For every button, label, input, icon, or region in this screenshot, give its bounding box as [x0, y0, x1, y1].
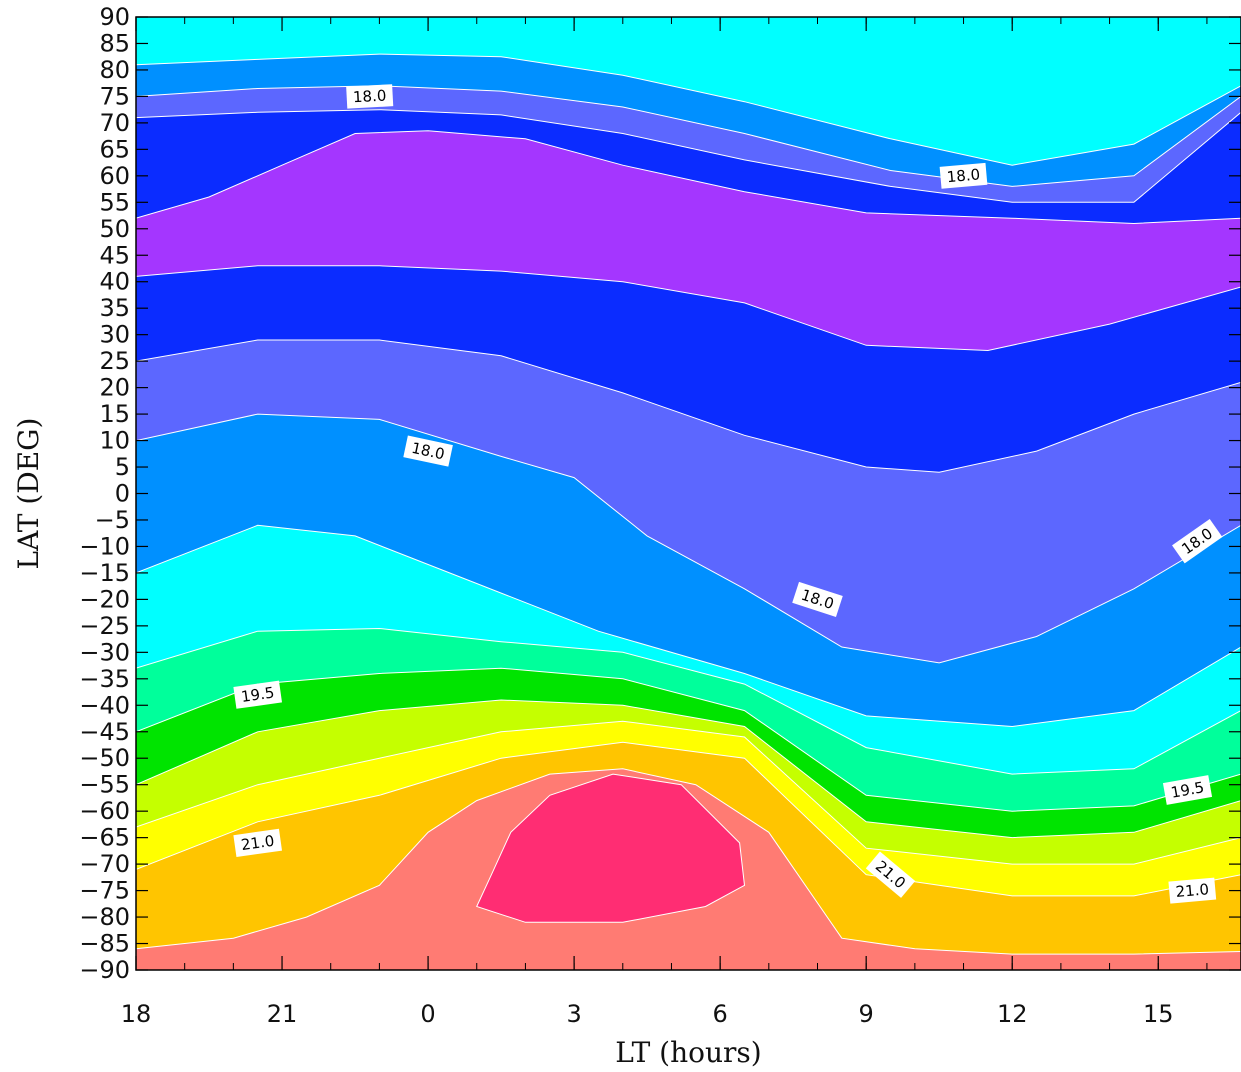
y-tick-label: 65 — [99, 135, 130, 163]
y-tick-label: −50 — [79, 744, 130, 772]
x-tick-label: 3 — [566, 1000, 581, 1028]
y-axis-title: LAT (DEG) — [12, 418, 45, 570]
y-tick-label: −60 — [79, 797, 130, 825]
y-tick-label: 85 — [99, 29, 130, 57]
y-tick-label: 55 — [99, 188, 130, 216]
contour-labels: 18.018.018.018.018.019.519.521.021.0 21.0 — [233, 84, 1223, 904]
y-tick-label: −70 — [79, 850, 130, 878]
y-tick-label: −5 — [95, 506, 130, 534]
contour-label-bg — [346, 84, 394, 109]
contour-line — [136, 53, 1241, 166]
contour-label-text: 18.0 — [946, 165, 981, 186]
y-tick-label: −65 — [79, 824, 130, 852]
y-tick-label: 70 — [99, 109, 130, 137]
contour-line — [136, 85, 1241, 187]
contour-line — [136, 524, 1241, 728]
x-tick-label: 18 — [121, 1000, 152, 1028]
y-tick-label: −75 — [79, 877, 130, 905]
contour-label: 18.0 — [403, 435, 453, 467]
axes: 908580757065605550454035302520151050−5−1… — [79, 3, 1241, 1028]
y-tick-label: −10 — [79, 532, 130, 560]
x-tick-label: 21 — [267, 1000, 298, 1028]
y-tick-label: 80 — [99, 56, 130, 84]
x-tick-label: 12 — [997, 1000, 1028, 1028]
y-tick-label: −15 — [79, 559, 130, 587]
y-tick-label: 60 — [99, 162, 130, 190]
y-tick-label: −30 — [79, 638, 130, 666]
contour-line — [136, 699, 1241, 839]
contour-band-closed — [476, 773, 746, 923]
contour-line — [136, 413, 1241, 664]
contour-label-bg — [1162, 775, 1213, 805]
contour-label-text: 21.0 — [240, 832, 276, 854]
contour-label: 19.5 — [1162, 775, 1213, 805]
contour-label-text: 19.5 — [240, 683, 276, 705]
contour-label: 21.0 — [1168, 877, 1217, 904]
y-tick-label: 40 — [99, 268, 130, 296]
contour-label-bg — [1172, 518, 1223, 564]
contour-line — [136, 339, 1241, 473]
y-tick-label: −45 — [79, 718, 130, 746]
y-tick-label: −35 — [79, 665, 130, 693]
y-tick-label: −25 — [79, 612, 130, 640]
x-axis-title: LT (hours) — [615, 1036, 761, 1069]
contour-line — [136, 741, 1241, 897]
contour-label-text: 19.5 — [1169, 778, 1205, 802]
contour-line — [136, 109, 1241, 203]
y-tick-label: 25 — [99, 347, 130, 375]
contour-line — [136, 768, 1241, 955]
y-tick-label: −55 — [79, 771, 130, 799]
x-tick-label: 15 — [1143, 1000, 1174, 1028]
y-tick-label: 20 — [99, 374, 130, 402]
y-tick-label: 75 — [99, 82, 130, 110]
contour-label-bg — [403, 435, 453, 467]
contour-label: 21.0 — [865, 851, 916, 898]
contour-label: 19.5 — [233, 680, 283, 709]
y-tick-label: 90 — [99, 3, 130, 31]
contour-line — [136, 130, 1241, 225]
y-tick-label: −20 — [79, 585, 130, 613]
contour-lines — [136, 53, 1241, 955]
y-tick-label: 5 — [115, 453, 130, 481]
y-tick-label: 45 — [99, 241, 130, 269]
contour-line — [136, 667, 1241, 812]
contour-label-bg — [233, 828, 283, 857]
y-tick-label: 35 — [99, 294, 130, 322]
y-tick-label: 10 — [99, 427, 130, 455]
y-tick-label: −90 — [79, 956, 130, 984]
contour-bands — [136, 17, 1241, 970]
y-tick-label: 30 — [99, 321, 130, 349]
contour-label-bg — [865, 851, 916, 898]
contour-line — [136, 265, 1241, 352]
y-tick-label: −85 — [79, 930, 130, 958]
contour-label: 18.0 — [346, 84, 394, 109]
contour-label-bg — [1168, 877, 1217, 904]
contour-line — [136, 627, 1241, 775]
contour-label-text: 18.0 — [353, 87, 387, 107]
contour-label: 21.0 — [233, 828, 283, 857]
contour-line — [136, 720, 1241, 865]
contour-label-text: 21.0 — [1175, 880, 1210, 901]
contour-label-bg — [792, 581, 843, 617]
y-tick-label: −80 — [79, 903, 130, 931]
x-tick-label: 0 — [420, 1000, 435, 1028]
contour-label-bg — [939, 162, 988, 189]
x-tick-label: 6 — [713, 1000, 728, 1028]
contour-label: 18.0 — [939, 162, 988, 189]
y-tick-label: 0 — [115, 480, 130, 508]
y-tick-label: −40 — [79, 691, 130, 719]
y-tick-label: 50 — [99, 215, 130, 243]
contour-label-bg — [233, 680, 283, 709]
x-tick-label: 9 — [859, 1000, 874, 1028]
y-tick-label: 15 — [99, 400, 130, 428]
